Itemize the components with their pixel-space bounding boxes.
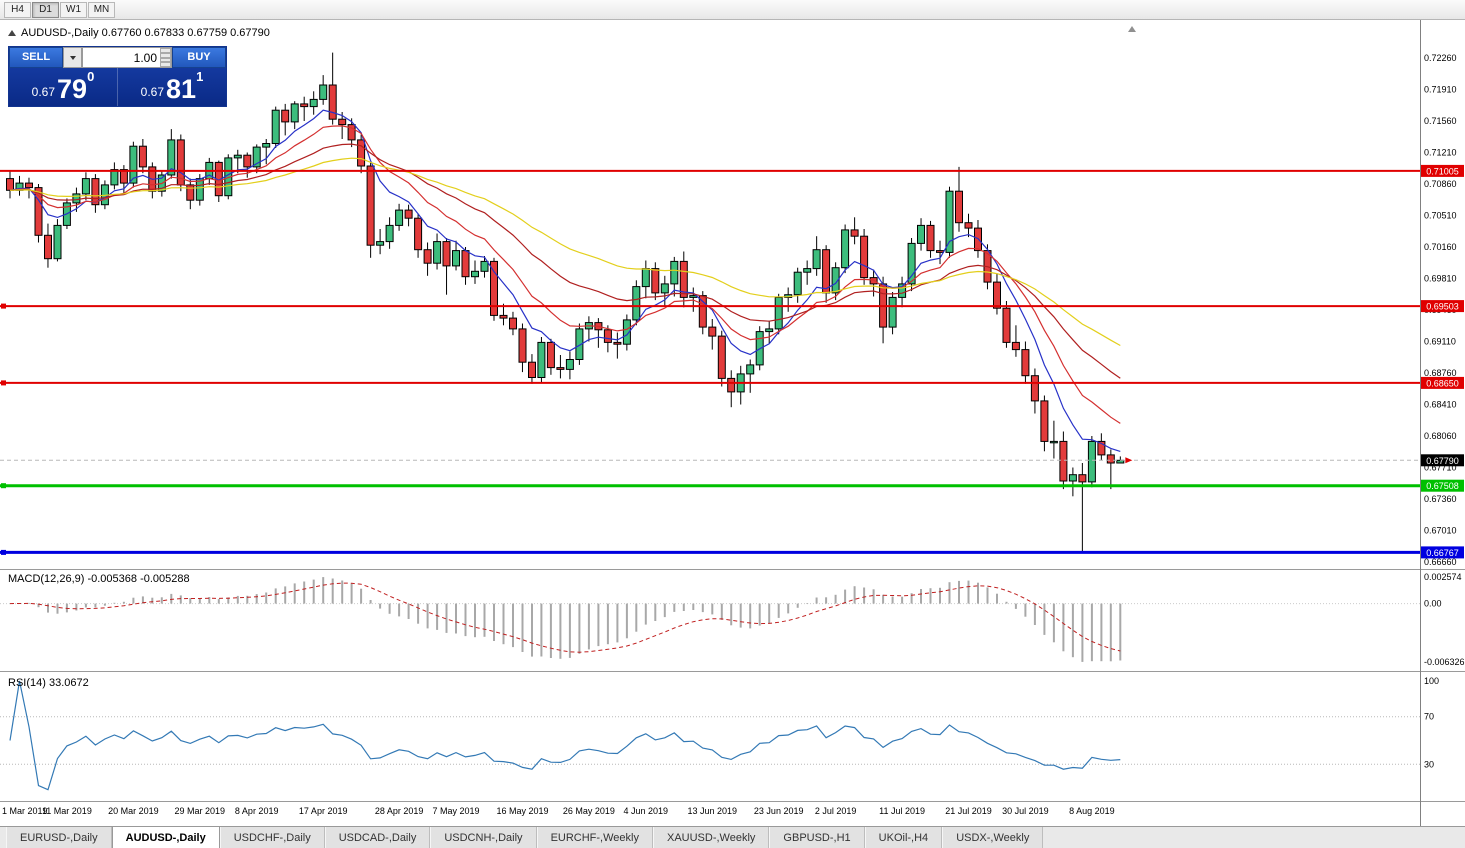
svg-text:1 Mar 2019: 1 Mar 2019	[2, 806, 48, 816]
svg-text:0.71560: 0.71560	[1424, 116, 1457, 126]
svg-text:0.70510: 0.70510	[1424, 211, 1457, 221]
svg-text:7 May 2019: 7 May 2019	[432, 806, 479, 816]
volume-input[interactable]	[83, 48, 171, 67]
one-click-collapse-icon[interactable]	[8, 30, 16, 36]
svg-text:0.71005: 0.71005	[1426, 166, 1459, 176]
tf-w1-button[interactable]: W1	[60, 1, 87, 18]
buy-price-big: 81	[166, 74, 197, 104]
svg-text:0.67790: 0.67790	[1426, 456, 1459, 466]
macd-label: MACD(12,26,9) -0.005368 -0.005288	[8, 573, 190, 585]
tab-eurusd-daily[interactable]: EURUSD-,Daily	[6, 827, 112, 848]
svg-text:20 Mar 2019: 20 Mar 2019	[108, 806, 159, 816]
spin-up-icon	[161, 51, 170, 54]
tab-eurchf-weekly[interactable]: EURCHF-,Weekly	[536, 827, 653, 848]
svg-text:0.71210: 0.71210	[1424, 148, 1457, 158]
tab-audusd-daily[interactable]: AUDUSD-,Daily	[111, 827, 220, 848]
svg-text:23 Jun 2019: 23 Jun 2019	[754, 806, 804, 816]
price-axis: 0.72260 0.71910 0.71560 0.71210 0.70860 0.705…	[1421, 53, 1464, 567]
svg-text:0.72260: 0.72260	[1424, 53, 1457, 63]
svg-text:100: 100	[1424, 676, 1439, 686]
svg-text:16 May 2019: 16 May 2019	[496, 806, 548, 816]
volume-spin-up-button[interactable]	[160, 48, 171, 58]
svg-text:0.71910: 0.71910	[1424, 85, 1457, 95]
candlestick-series[interactable]	[6, 52, 1125, 553]
svg-text:8 Aug 2019: 8 Aug 2019	[1069, 806, 1115, 816]
buy-price[interactable]: 0.67 81 1	[117, 68, 226, 106]
sell-price-big: 79	[57, 74, 88, 104]
tab-usdcnh-daily[interactable]: USDCNH-,Daily	[430, 827, 537, 848]
svg-text:0.002574: 0.002574	[1424, 572, 1462, 582]
tab-usdchf-daily[interactable]: USDCHF-,Daily	[219, 827, 325, 848]
svg-text:0.70860: 0.70860	[1424, 179, 1457, 189]
chart-tabs: EURUSD-,Daily AUDUSD-,Daily USDCHF-,Dail…	[0, 826, 1465, 848]
svg-text:0.66660: 0.66660	[1424, 557, 1457, 567]
svg-text:8 Apr 2019: 8 Apr 2019	[235, 806, 279, 816]
tab-xauusd-weekly[interactable]: XAUUSD-,Weekly	[652, 827, 770, 848]
chart-window: 0.002574 0.00 -0.006326 100 70 30 0.72260 0.7…	[0, 20, 1465, 826]
svg-text:0.67010: 0.67010	[1424, 526, 1457, 536]
rsi-label: RSI(14) 33.0672	[8, 677, 89, 689]
svg-text:-0.006326: -0.006326	[1424, 657, 1465, 667]
svg-text:2 Jul 2019: 2 Jul 2019	[815, 806, 857, 816]
tab-ukoil-h4[interactable]: UKOil-,H4	[864, 827, 943, 848]
svg-text:11 Mar 2019: 11 Mar 2019	[42, 806, 92, 816]
svg-text:4 Jun 2019: 4 Jun 2019	[624, 806, 669, 816]
tf-d1-button[interactable]: D1	[32, 1, 59, 18]
svg-text:26 May 2019: 26 May 2019	[563, 806, 615, 816]
svg-text:30 Jul 2019: 30 Jul 2019	[1002, 806, 1049, 816]
sell-price[interactable]: 0.67 79 0	[9, 68, 117, 106]
last-price-arrow	[1125, 457, 1133, 464]
svg-text:30: 30	[1424, 759, 1434, 769]
svg-text:0.69810: 0.69810	[1424, 274, 1457, 284]
svg-text:0.00: 0.00	[1424, 599, 1442, 609]
sell-price-point: 0	[87, 69, 95, 84]
tf-mn-button[interactable]: MN	[88, 1, 115, 18]
one-click-trading-panel: SELL BUY 0.67 79 0	[8, 46, 227, 107]
svg-text:0.70160: 0.70160	[1424, 242, 1457, 252]
svg-text:0.68410: 0.68410	[1424, 400, 1457, 410]
svg-text:0.67710: 0.67710	[1424, 463, 1457, 473]
chevron-down-icon	[69, 55, 76, 60]
svg-text:11 Jul 2019: 11 Jul 2019	[879, 806, 925, 816]
svg-text:29 Mar 2019: 29 Mar 2019	[175, 806, 226, 816]
buy-price-prefix: 0.67	[140, 85, 165, 99]
rsi-pane: 100 70 30	[0, 676, 1439, 791]
tab-usdcad-daily[interactable]: USDCAD-,Daily	[324, 827, 431, 848]
svg-text:0.69503: 0.69503	[1426, 302, 1459, 312]
svg-text:0.68650: 0.68650	[1426, 378, 1459, 388]
timeframe-toolbar: H4 D1 W1 MN	[0, 0, 1465, 20]
svg-text:21 Jul 2019: 21 Jul 2019	[945, 806, 992, 816]
volume-dropdown-button[interactable]	[63, 47, 82, 68]
sell-button[interactable]: SELL	[9, 47, 63, 68]
chart-title: AUDUSD-,Daily 0.67760 0.67833 0.67759 0.…	[8, 26, 270, 40]
chart-title-text: AUDUSD-,Daily 0.67760 0.67833 0.67759 0.…	[21, 27, 270, 39]
sell-price-prefix: 0.67	[31, 85, 56, 99]
horizontal-level-lines[interactable]	[0, 169, 1420, 555]
chart-shift-marker[interactable]	[1128, 26, 1136, 32]
macd-pane: 0.002574 0.00 -0.006326	[0, 572, 1465, 667]
buy-price-point: 1	[196, 69, 204, 84]
svg-text:0.66767: 0.66767	[1426, 548, 1459, 558]
svg-text:70: 70	[1424, 712, 1434, 722]
tab-gbpusd-h1[interactable]: GBPUSD-,H1	[769, 827, 865, 848]
svg-text:28 Apr 2019: 28 Apr 2019	[375, 806, 424, 816]
svg-text:17 Apr 2019: 17 Apr 2019	[299, 806, 348, 816]
svg-text:13 Jun 2019: 13 Jun 2019	[688, 806, 738, 816]
tf-h4-button[interactable]: H4	[4, 1, 31, 18]
svg-text:0.69110: 0.69110	[1424, 337, 1456, 347]
svg-text:0.67360: 0.67360	[1424, 494, 1457, 504]
spin-down-icon	[161, 61, 170, 64]
svg-text:0.68760: 0.68760	[1424, 368, 1457, 378]
volume-field	[82, 47, 172, 68]
tab-usdx-weekly[interactable]: USDX-,Weekly	[942, 827, 1044, 848]
svg-text:0.67508: 0.67508	[1426, 481, 1459, 491]
moving-average-lines	[9, 109, 1121, 452]
volume-spin-down-button[interactable]	[160, 57, 171, 67]
buy-button[interactable]: BUY	[172, 47, 226, 68]
svg-text:0.68060: 0.68060	[1424, 431, 1457, 441]
